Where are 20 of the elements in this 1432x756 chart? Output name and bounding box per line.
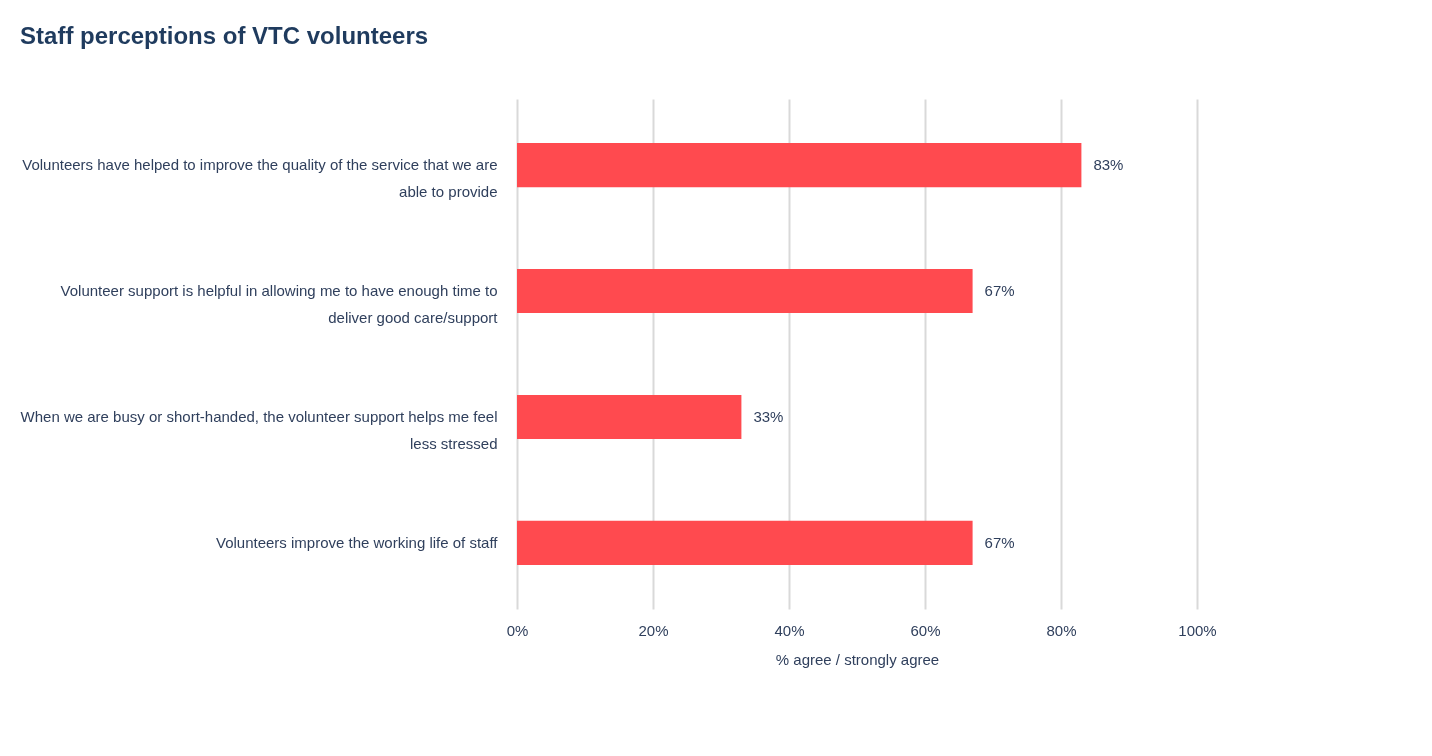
x-tick-label: 100% xyxy=(1178,621,1217,639)
x-tick-label: 40% xyxy=(774,621,805,639)
x-tick-label: 80% xyxy=(1046,621,1077,639)
y-tick-label: Volunteer support is helpful in allowing me to have enough time to deliver good care/support xyxy=(60,282,499,327)
text: Staff perceptions of VTC volunteers xyxy=(20,22,429,49)
y-tick-label: When we are busy or short-handed, the volunteer support helps me feel less stressed xyxy=(20,407,498,452)
bar xyxy=(517,143,1082,188)
data-label: 67% xyxy=(984,533,1015,551)
x-tick-label: 60% xyxy=(910,621,941,639)
x-axis-title: % agree / strongly agree xyxy=(775,650,940,668)
data-label: 67% xyxy=(984,282,1015,300)
y-tick-label: Volunteers improve the working life of staff xyxy=(215,533,499,551)
y-tick-label: Volunteers have helped to improve the quality of the service that we are able to provide xyxy=(22,156,498,201)
x-tick-label: 20% xyxy=(638,621,669,639)
x-tick-label: 0% xyxy=(506,621,529,639)
bar xyxy=(517,394,742,439)
bar xyxy=(517,269,973,314)
bar xyxy=(517,520,973,565)
data-label: 33% xyxy=(753,407,784,425)
data-label: 83% xyxy=(1093,156,1124,174)
